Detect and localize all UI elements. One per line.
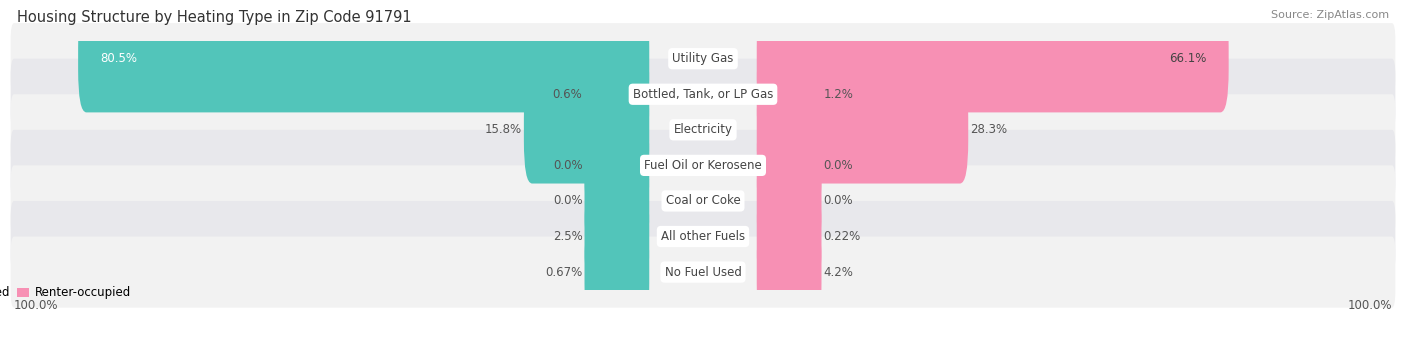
Text: 0.67%: 0.67% bbox=[546, 266, 582, 279]
FancyBboxPatch shape bbox=[756, 218, 821, 326]
FancyBboxPatch shape bbox=[79, 5, 650, 113]
FancyBboxPatch shape bbox=[756, 5, 1229, 113]
Text: Coal or Coke: Coal or Coke bbox=[665, 194, 741, 207]
FancyBboxPatch shape bbox=[756, 183, 821, 290]
Text: Utility Gas: Utility Gas bbox=[672, 52, 734, 65]
Text: 0.22%: 0.22% bbox=[824, 230, 860, 243]
Text: 0.0%: 0.0% bbox=[553, 159, 582, 172]
Text: 28.3%: 28.3% bbox=[970, 123, 1008, 136]
Text: Source: ZipAtlas.com: Source: ZipAtlas.com bbox=[1271, 10, 1389, 20]
FancyBboxPatch shape bbox=[585, 41, 650, 148]
FancyBboxPatch shape bbox=[11, 237, 1395, 308]
FancyBboxPatch shape bbox=[756, 41, 821, 148]
Legend: Owner-occupied, Renter-occupied: Owner-occupied, Renter-occupied bbox=[0, 281, 136, 304]
FancyBboxPatch shape bbox=[585, 112, 650, 219]
FancyBboxPatch shape bbox=[756, 112, 821, 219]
Text: 0.0%: 0.0% bbox=[824, 159, 853, 172]
FancyBboxPatch shape bbox=[524, 76, 650, 183]
FancyBboxPatch shape bbox=[585, 218, 650, 326]
FancyBboxPatch shape bbox=[756, 76, 969, 183]
FancyBboxPatch shape bbox=[756, 147, 821, 255]
Text: No Fuel Used: No Fuel Used bbox=[665, 266, 741, 279]
FancyBboxPatch shape bbox=[11, 165, 1395, 237]
FancyBboxPatch shape bbox=[11, 59, 1395, 130]
Text: 0.0%: 0.0% bbox=[824, 194, 853, 207]
FancyBboxPatch shape bbox=[11, 130, 1395, 201]
Text: 1.2%: 1.2% bbox=[824, 88, 853, 101]
Text: 4.2%: 4.2% bbox=[824, 266, 853, 279]
Text: 66.1%: 66.1% bbox=[1170, 52, 1206, 65]
Text: Housing Structure by Heating Type in Zip Code 91791: Housing Structure by Heating Type in Zip… bbox=[17, 10, 412, 25]
Text: Fuel Oil or Kerosene: Fuel Oil or Kerosene bbox=[644, 159, 762, 172]
FancyBboxPatch shape bbox=[11, 23, 1395, 94]
Text: All other Fuels: All other Fuels bbox=[661, 230, 745, 243]
FancyBboxPatch shape bbox=[11, 94, 1395, 165]
Text: 2.5%: 2.5% bbox=[553, 230, 582, 243]
FancyBboxPatch shape bbox=[11, 201, 1395, 272]
Text: 0.6%: 0.6% bbox=[553, 88, 582, 101]
Text: 80.5%: 80.5% bbox=[100, 52, 138, 65]
FancyBboxPatch shape bbox=[585, 183, 650, 290]
Text: 0.0%: 0.0% bbox=[553, 194, 582, 207]
FancyBboxPatch shape bbox=[585, 147, 650, 255]
Text: 100.0%: 100.0% bbox=[1347, 299, 1392, 312]
Text: 100.0%: 100.0% bbox=[14, 299, 59, 312]
Text: 15.8%: 15.8% bbox=[485, 123, 522, 136]
Text: Bottled, Tank, or LP Gas: Bottled, Tank, or LP Gas bbox=[633, 88, 773, 101]
Text: Electricity: Electricity bbox=[673, 123, 733, 136]
